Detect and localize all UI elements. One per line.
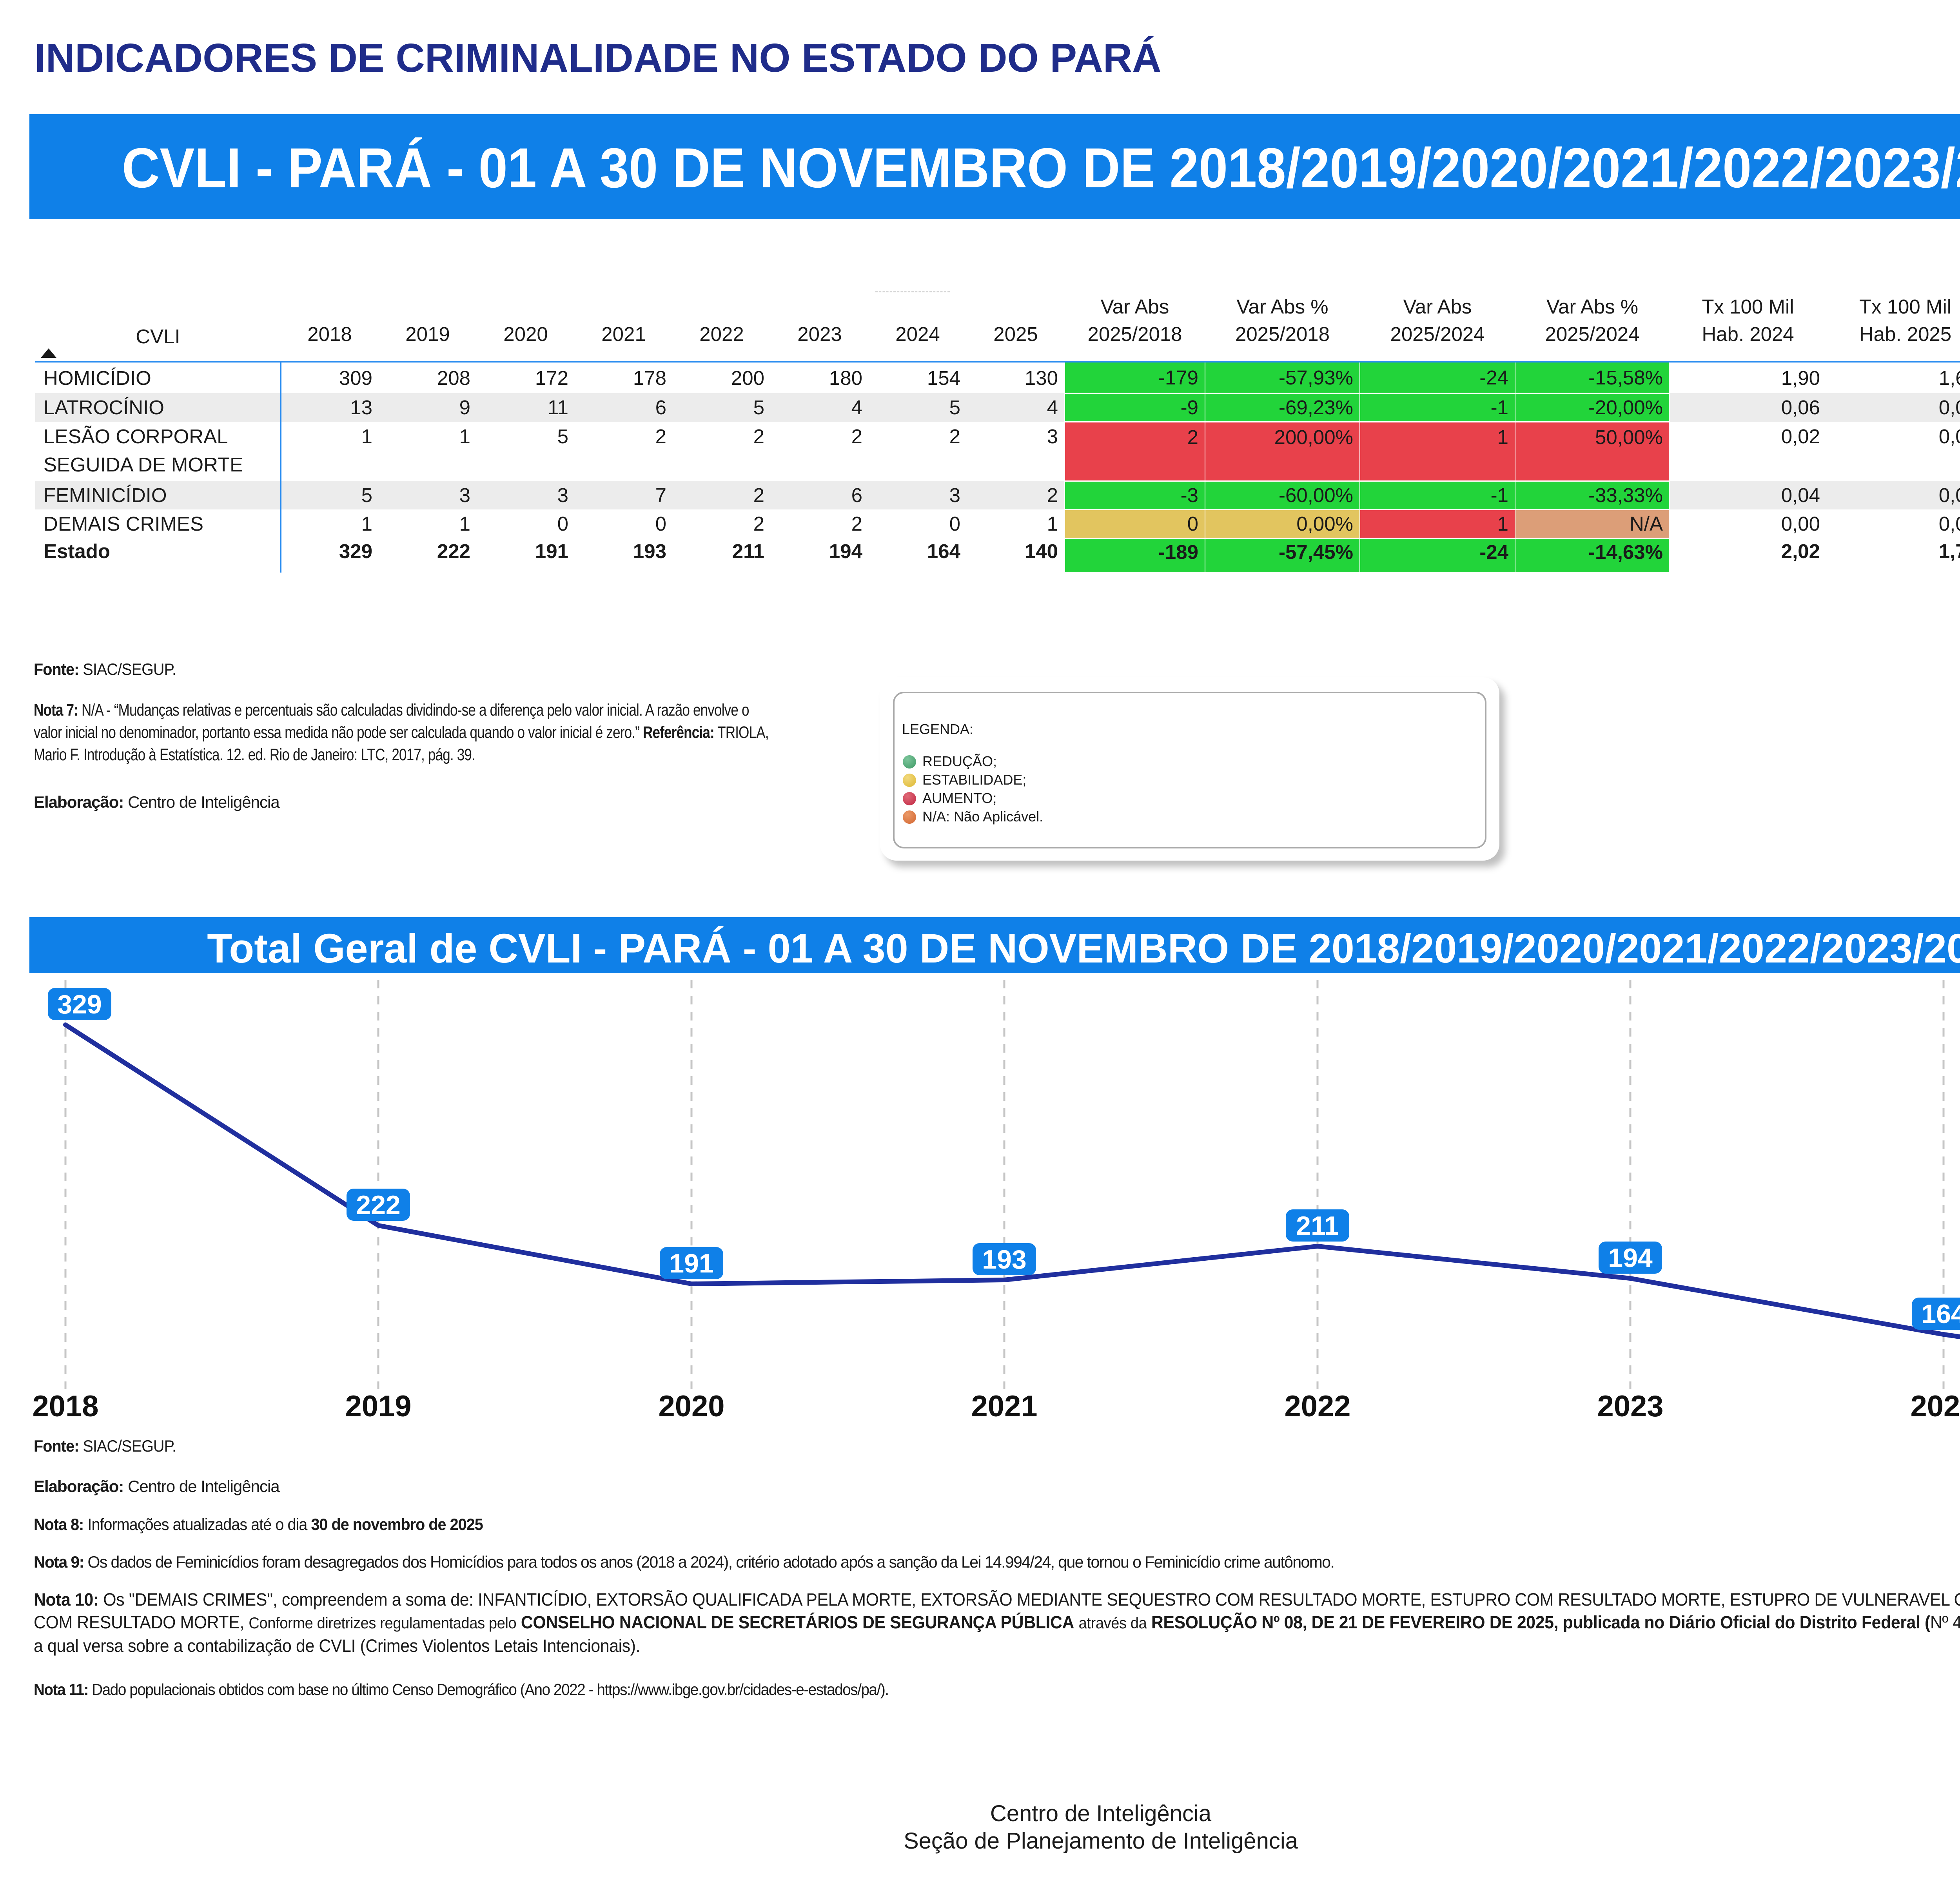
svg-text:211: 211: [1296, 1211, 1339, 1241]
svg-text:2019: 2019: [345, 1390, 411, 1423]
svg-text:2022: 2022: [1284, 1390, 1350, 1423]
svg-text:2018: 2018: [32, 1390, 98, 1423]
svg-text:2020: 2020: [658, 1390, 724, 1423]
svg-text:2021: 2021: [971, 1390, 1037, 1423]
svg-text:329: 329: [57, 990, 102, 1019]
svg-text:193: 193: [982, 1245, 1026, 1274]
svg-text:164: 164: [1921, 1299, 1960, 1329]
svg-text:2024: 2024: [1910, 1390, 1960, 1423]
svg-text:191: 191: [669, 1249, 713, 1278]
svg-text:194: 194: [1608, 1243, 1653, 1273]
svg-text:222: 222: [356, 1190, 400, 1220]
svg-text:2023: 2023: [1597, 1390, 1663, 1423]
